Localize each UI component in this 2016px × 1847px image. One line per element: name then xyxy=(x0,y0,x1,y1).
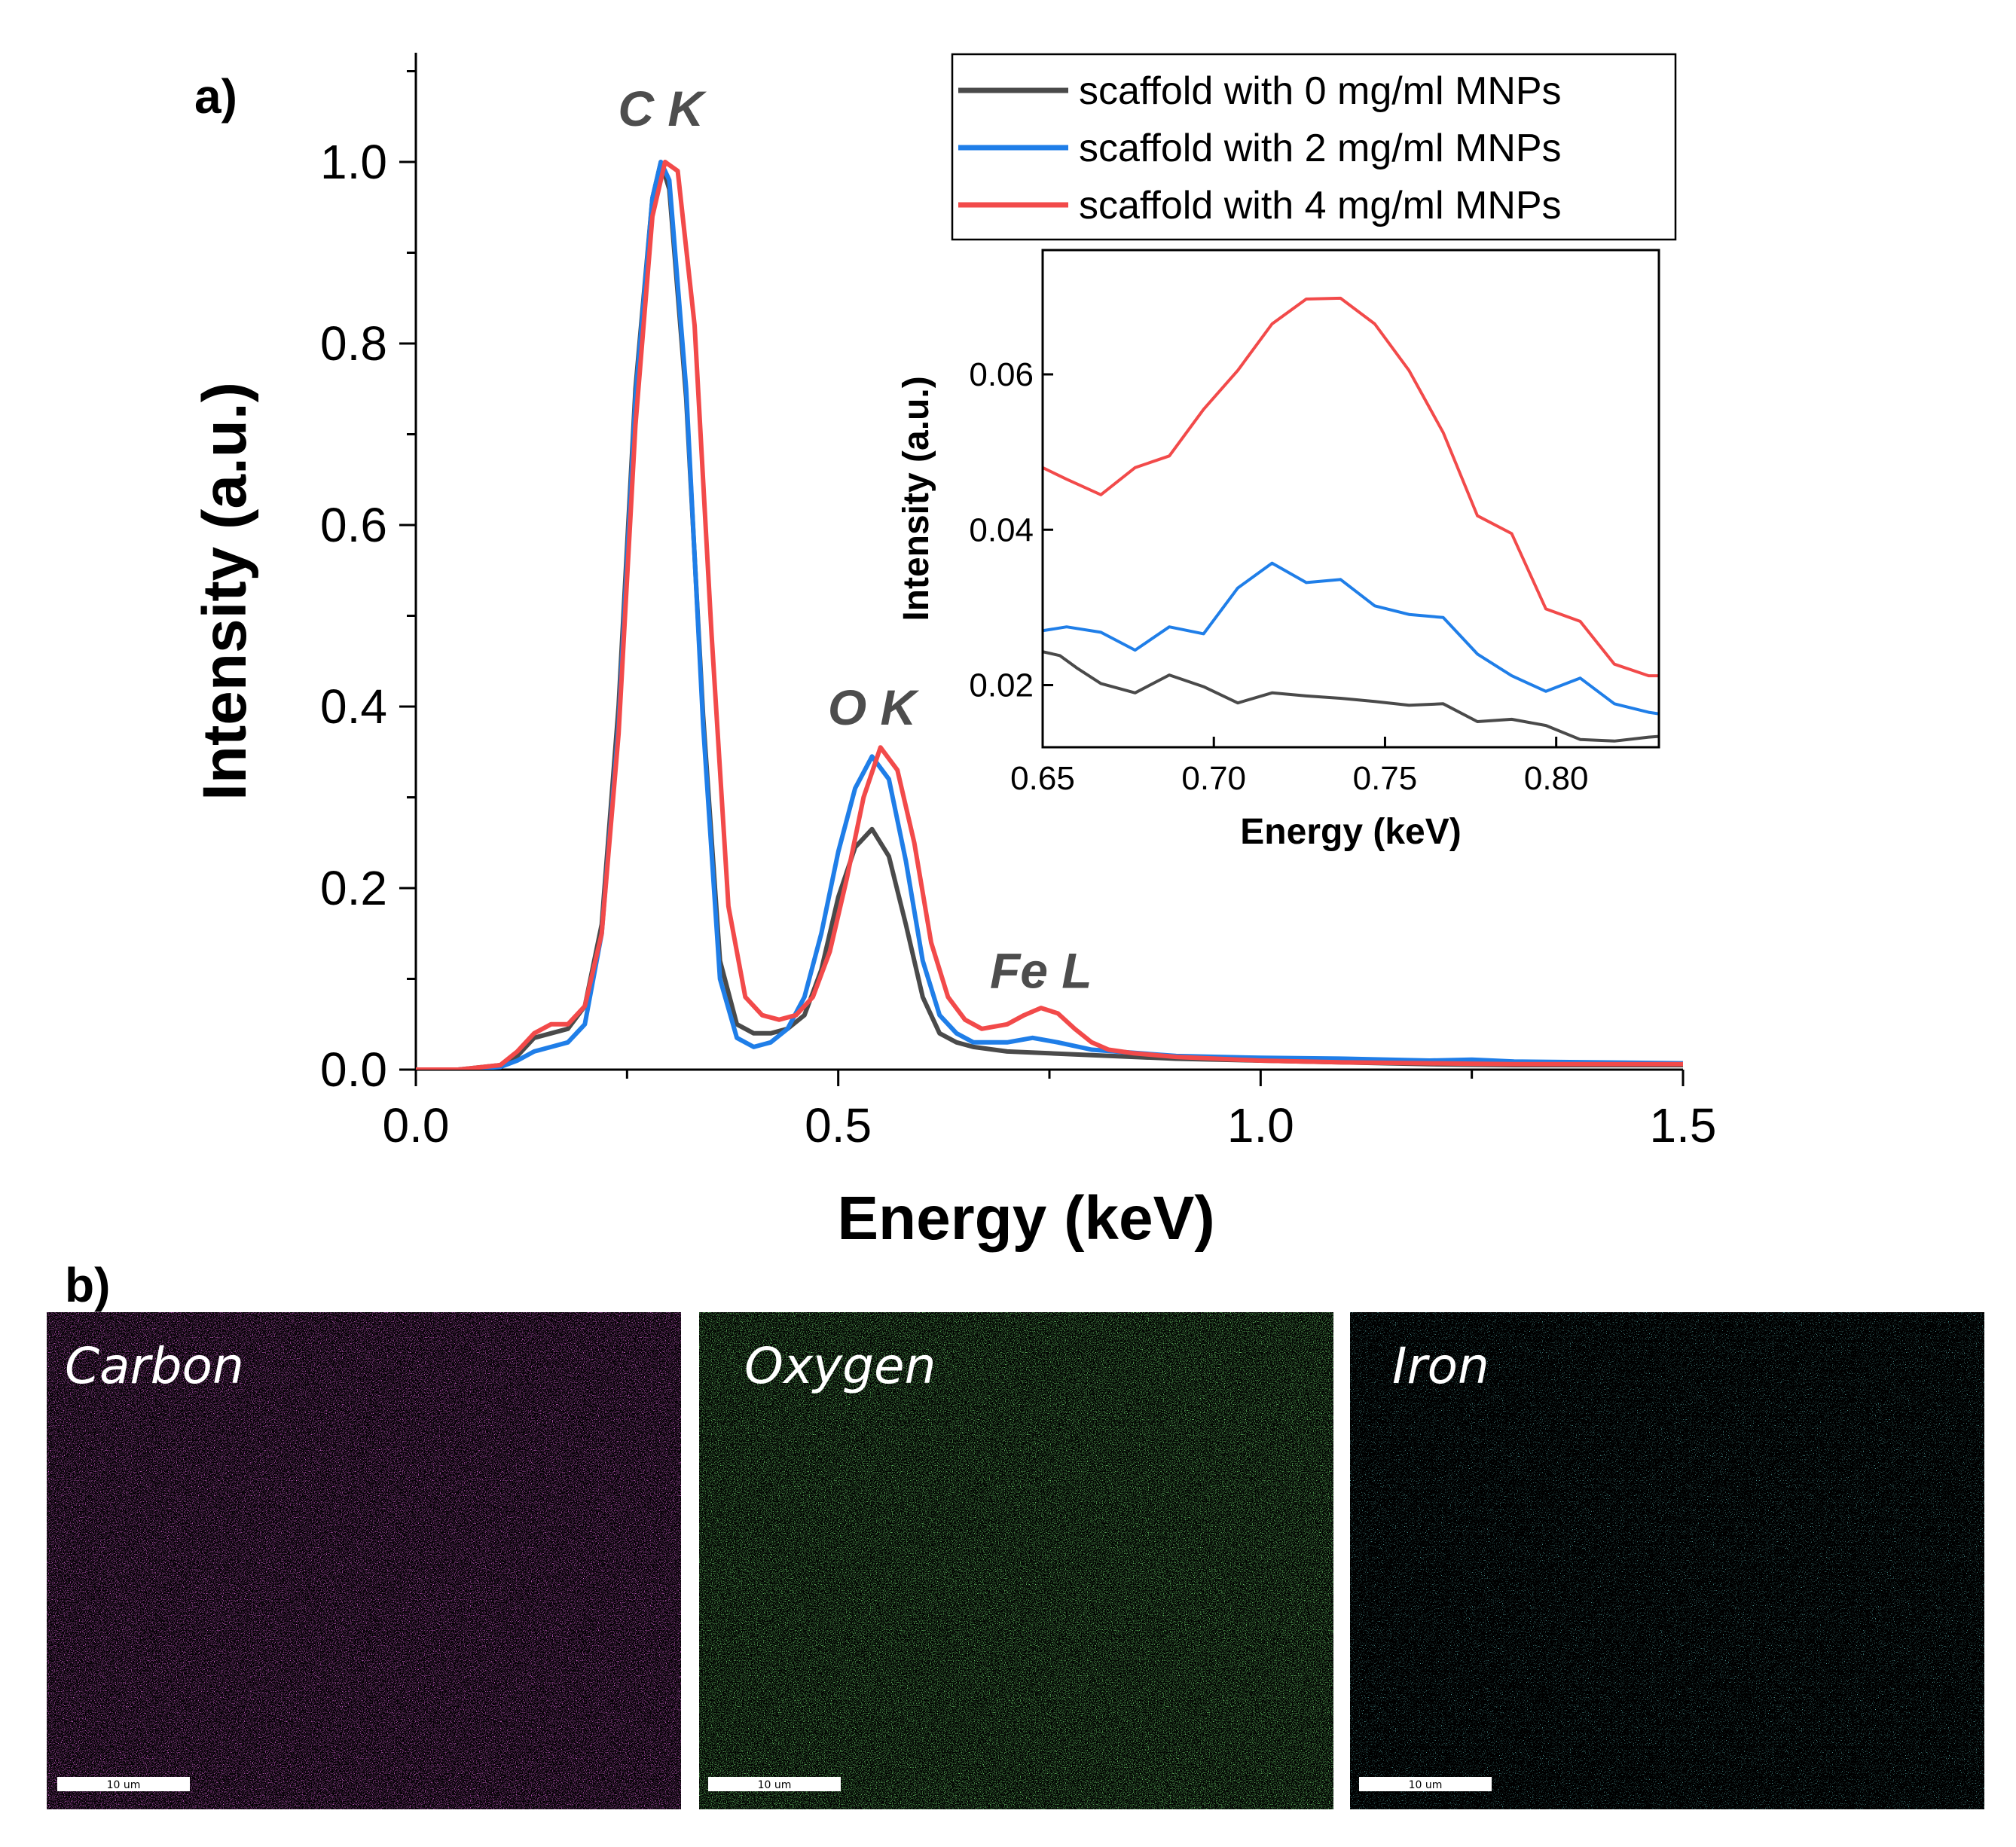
inset-y-tick-label-2: 0.06 xyxy=(969,356,1034,393)
inset-y-axis-title: Intensity (a.u.) xyxy=(897,376,936,621)
eds-map-iron-signal xyxy=(1350,1312,1984,1809)
peak-label-1: O K xyxy=(828,679,920,735)
eds-map-iron: Iron 10 um xyxy=(1350,1312,1984,1809)
eds-map-carbon-signal xyxy=(47,1312,681,1809)
eds-map-carbon-scale-bar xyxy=(57,1777,190,1791)
main-y-axis-title: Intensity (a.u.) xyxy=(191,382,259,801)
eds-map-iron-scale-text: 10 um xyxy=(1409,1779,1443,1791)
legend: scaffold with 0 mg/ml MNPs scaffold with… xyxy=(951,53,1677,241)
panel-label-a: a) xyxy=(194,69,237,124)
inset-frame xyxy=(1041,249,1660,749)
inset-x-tick-label-2: 0.75 xyxy=(1353,760,1418,797)
main-y-tick-label-0: 0.0 xyxy=(320,1043,387,1097)
inset-ticks: 0.65 0.70 0.75 0.80 0.02 0.04 0.06 xyxy=(969,356,1588,797)
legend-label-0: scaffold with 0 mg/ml MNPs xyxy=(1079,69,1562,113)
inset-series-line-2 xyxy=(1043,296,1659,678)
eds-map-oxygen-signal xyxy=(699,1312,1333,1809)
inset-series-line-0 xyxy=(1043,650,1659,743)
inset-x-tick-label-3: 0.80 xyxy=(1524,760,1589,797)
main-series-line-2 xyxy=(416,160,1683,1070)
main-y-tick-label-1: 0.2 xyxy=(320,861,387,915)
eds-map-oxygen-scale-bar xyxy=(708,1777,841,1791)
legend-label-2: scaffold with 4 mg/ml MNPs xyxy=(1079,184,1562,227)
inset-x-axis-title: Energy (keV) xyxy=(1240,812,1461,852)
main-x-tick-label-0: 0.0 xyxy=(383,1098,450,1152)
main-y-tick-label-3: 0.6 xyxy=(320,498,387,552)
peak-label-0: C K xyxy=(618,81,707,136)
main-series xyxy=(416,160,1683,1070)
main-chart: 0.0 0.5 1.0 1.5 0.0 0.2 0.4 0.6 0.8 1.0 C K O K Fe … xyxy=(191,53,1716,1253)
eds-map-iron-label: Iron xyxy=(1392,1337,1489,1395)
legend-box xyxy=(951,53,1677,241)
eds-map-iron-scale-bar xyxy=(1359,1777,1492,1791)
eds-map-oxygen: Oxygen 10 um xyxy=(699,1312,1333,1809)
inset-series-line-1 xyxy=(1043,561,1659,716)
inset-series xyxy=(1043,296,1659,743)
main-x-tick-label-3: 1.5 xyxy=(1650,1098,1717,1152)
main-ticks: 0.0 0.5 1.0 1.5 0.0 0.2 0.4 0.6 0.8 1.0 xyxy=(320,70,1717,1152)
eds-map-oxygen-label: Oxygen xyxy=(744,1337,936,1395)
inset-x-tick-label-1: 0.70 xyxy=(1181,760,1246,797)
inset-y-tick-label-0: 0.02 xyxy=(969,667,1034,704)
main-x-tick-label-2: 1.0 xyxy=(1227,1098,1294,1152)
inset-frame-top xyxy=(1041,249,1660,749)
peak-label-2: Fe L xyxy=(990,943,1092,999)
main-y-tick-label-5: 1.0 xyxy=(320,135,387,189)
main-annotations: C K O K Fe L xyxy=(618,81,1092,999)
main-y-tick-label-2: 0.4 xyxy=(320,679,387,734)
inset-y-tick-label-1: 0.04 xyxy=(969,511,1034,548)
main-x-tick-label-1: 0.5 xyxy=(805,1098,872,1152)
inset-x-tick-label-0: 0.65 xyxy=(1010,760,1075,797)
eds-map-carbon: Carbon 10 um xyxy=(47,1312,681,1809)
main-y-tick-label-4: 0.8 xyxy=(320,316,387,371)
panel-label-b: b) xyxy=(65,1258,110,1312)
main-x-axis-title: Energy (keV) xyxy=(837,1184,1214,1253)
eds-map-carbon-label: Carbon xyxy=(65,1337,244,1395)
eds-map-oxygen-scale-text: 10 um xyxy=(758,1779,792,1791)
inset-chart: 0.65 0.70 0.75 0.80 0.02 0.04 0.06 Energy (keV… xyxy=(897,249,1660,852)
legend-label-1: scaffold with 2 mg/ml MNPs xyxy=(1079,127,1562,170)
eds-map-carbon-scale-text: 10 um xyxy=(107,1779,141,1791)
